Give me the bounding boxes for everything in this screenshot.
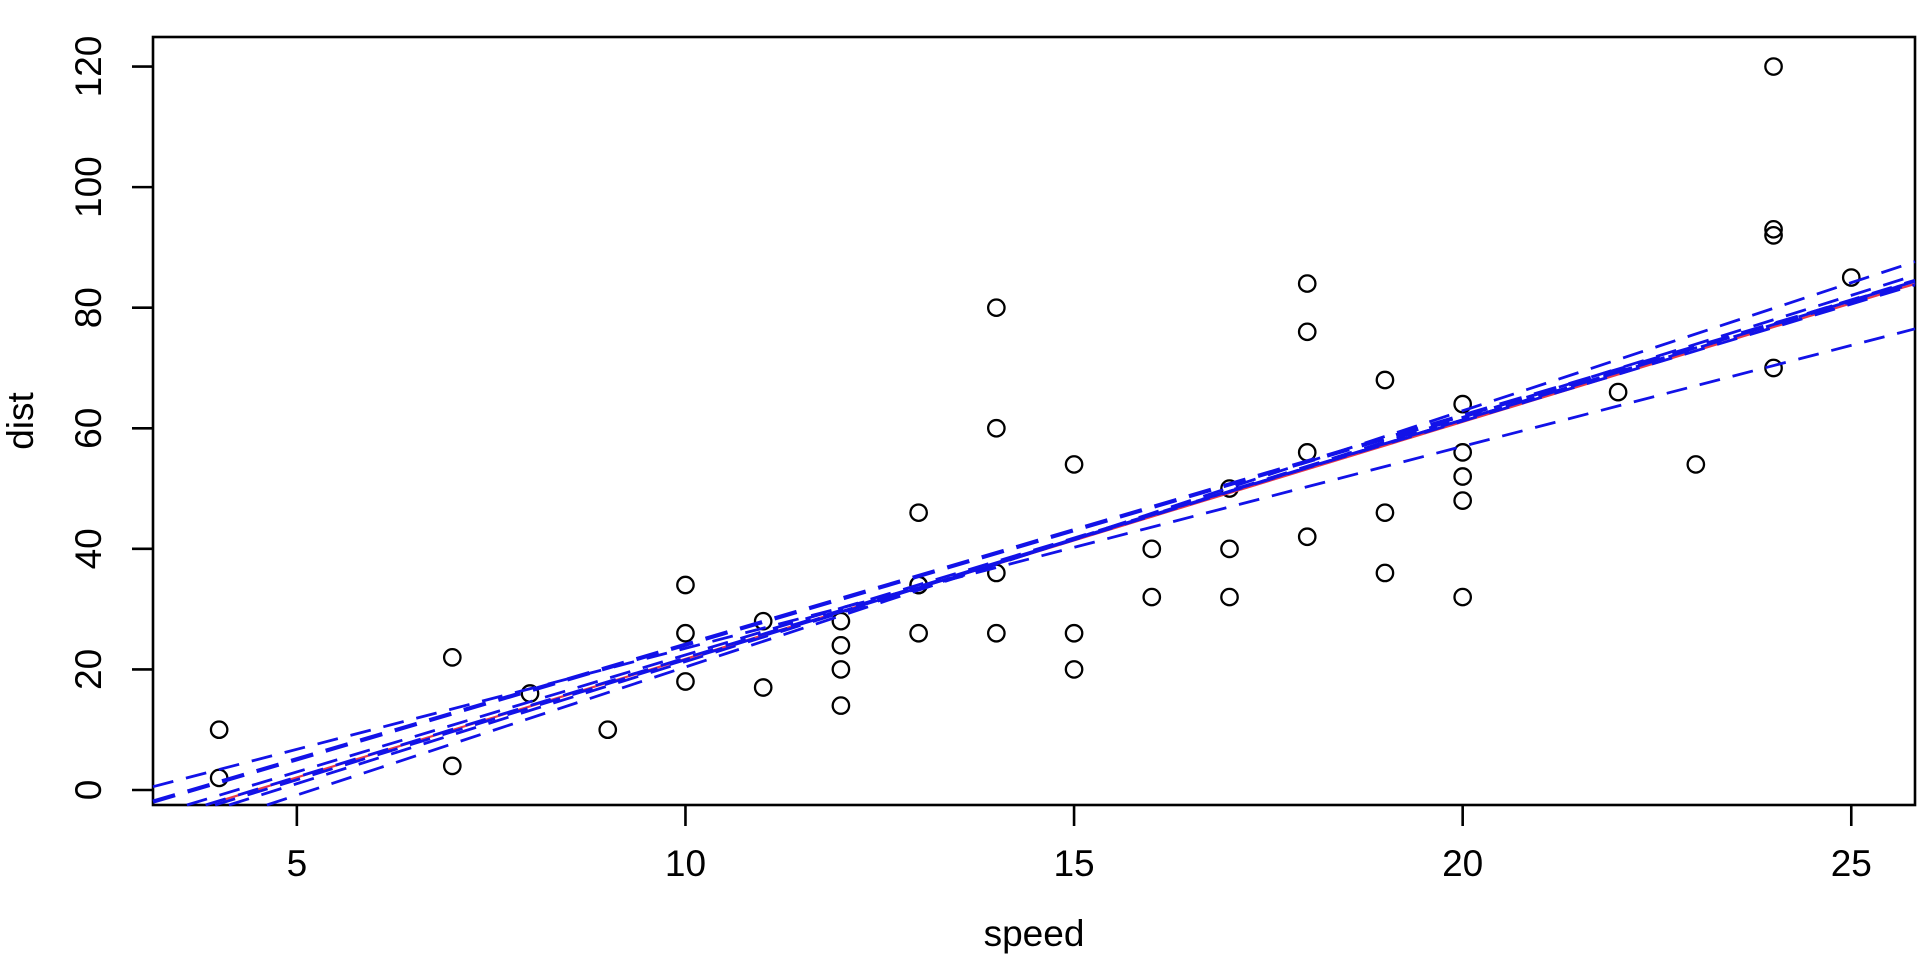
data-point [1453, 443, 1473, 462]
y-tick-label: 120 [68, 36, 109, 98]
y-tick-label: 80 [68, 287, 109, 328]
data-point [986, 623, 1006, 643]
data-point [1686, 455, 1706, 474]
bootstrap-line [152, 327, 1916, 789]
data-point [1841, 268, 1861, 287]
plot-generated-content: 5 10 15 20 25 0 20 40 60 80 100 120 [68, 35, 1917, 884]
data-point [676, 575, 695, 595]
data-point [1453, 491, 1473, 510]
data-point [1764, 225, 1783, 245]
data-point [1375, 370, 1395, 390]
y-tick-label: 20 [68, 649, 109, 690]
data-point [676, 623, 695, 643]
bootstrap-line [205, 279, 1916, 807]
x-axis-label: speed [984, 913, 1085, 954]
data-point [1064, 623, 1084, 643]
data-point [442, 756, 462, 776]
data-point [1453, 467, 1473, 486]
y-tick-label: 0 [68, 780, 109, 801]
data-point [909, 503, 928, 523]
data-point [1453, 394, 1473, 414]
data-point [598, 720, 618, 740]
plot-border [151, 35, 1917, 807]
data-point [831, 611, 851, 631]
y-tick-label: 60 [68, 408, 109, 449]
data-point [831, 660, 851, 679]
data-point [1064, 660, 1084, 679]
data-point [1220, 587, 1239, 607]
data-point [1764, 219, 1783, 239]
data-point [986, 298, 1006, 318]
x-tick-label: 5 [287, 843, 308, 884]
data-point [1764, 358, 1783, 378]
data-point [209, 720, 229, 740]
data-point [986, 418, 1006, 438]
data-point [1764, 57, 1783, 76]
data-point [1142, 587, 1162, 607]
x-tick-label: 20 [1442, 843, 1483, 884]
y-axis-label: dist [0, 391, 41, 449]
data-point [1142, 539, 1162, 559]
data-point [831, 696, 851, 715]
data-point [1064, 455, 1084, 474]
x-tick-label: 15 [1053, 843, 1094, 884]
data-point [1453, 587, 1473, 607]
data-point [1297, 274, 1317, 293]
y-tick-label: 100 [68, 156, 109, 218]
bootstrap-line [152, 280, 1916, 804]
y-tick-label: 40 [68, 528, 109, 569]
data-point [1375, 563, 1395, 583]
bootstrap-line [186, 283, 1916, 807]
data-point [1297, 322, 1317, 342]
x-tick-label: 25 [1831, 843, 1872, 884]
data-point [1297, 527, 1317, 547]
x-tick-label: 10 [665, 843, 706, 884]
data-point [676, 672, 695, 691]
data-point [209, 768, 229, 788]
data-point [1220, 539, 1239, 559]
data-point [909, 623, 928, 643]
data-point [442, 648, 462, 667]
data-point [831, 635, 851, 655]
bootstrap-line [228, 273, 1916, 807]
data-point [1608, 382, 1628, 402]
data-point [753, 678, 773, 697]
data-point [1375, 503, 1395, 523]
